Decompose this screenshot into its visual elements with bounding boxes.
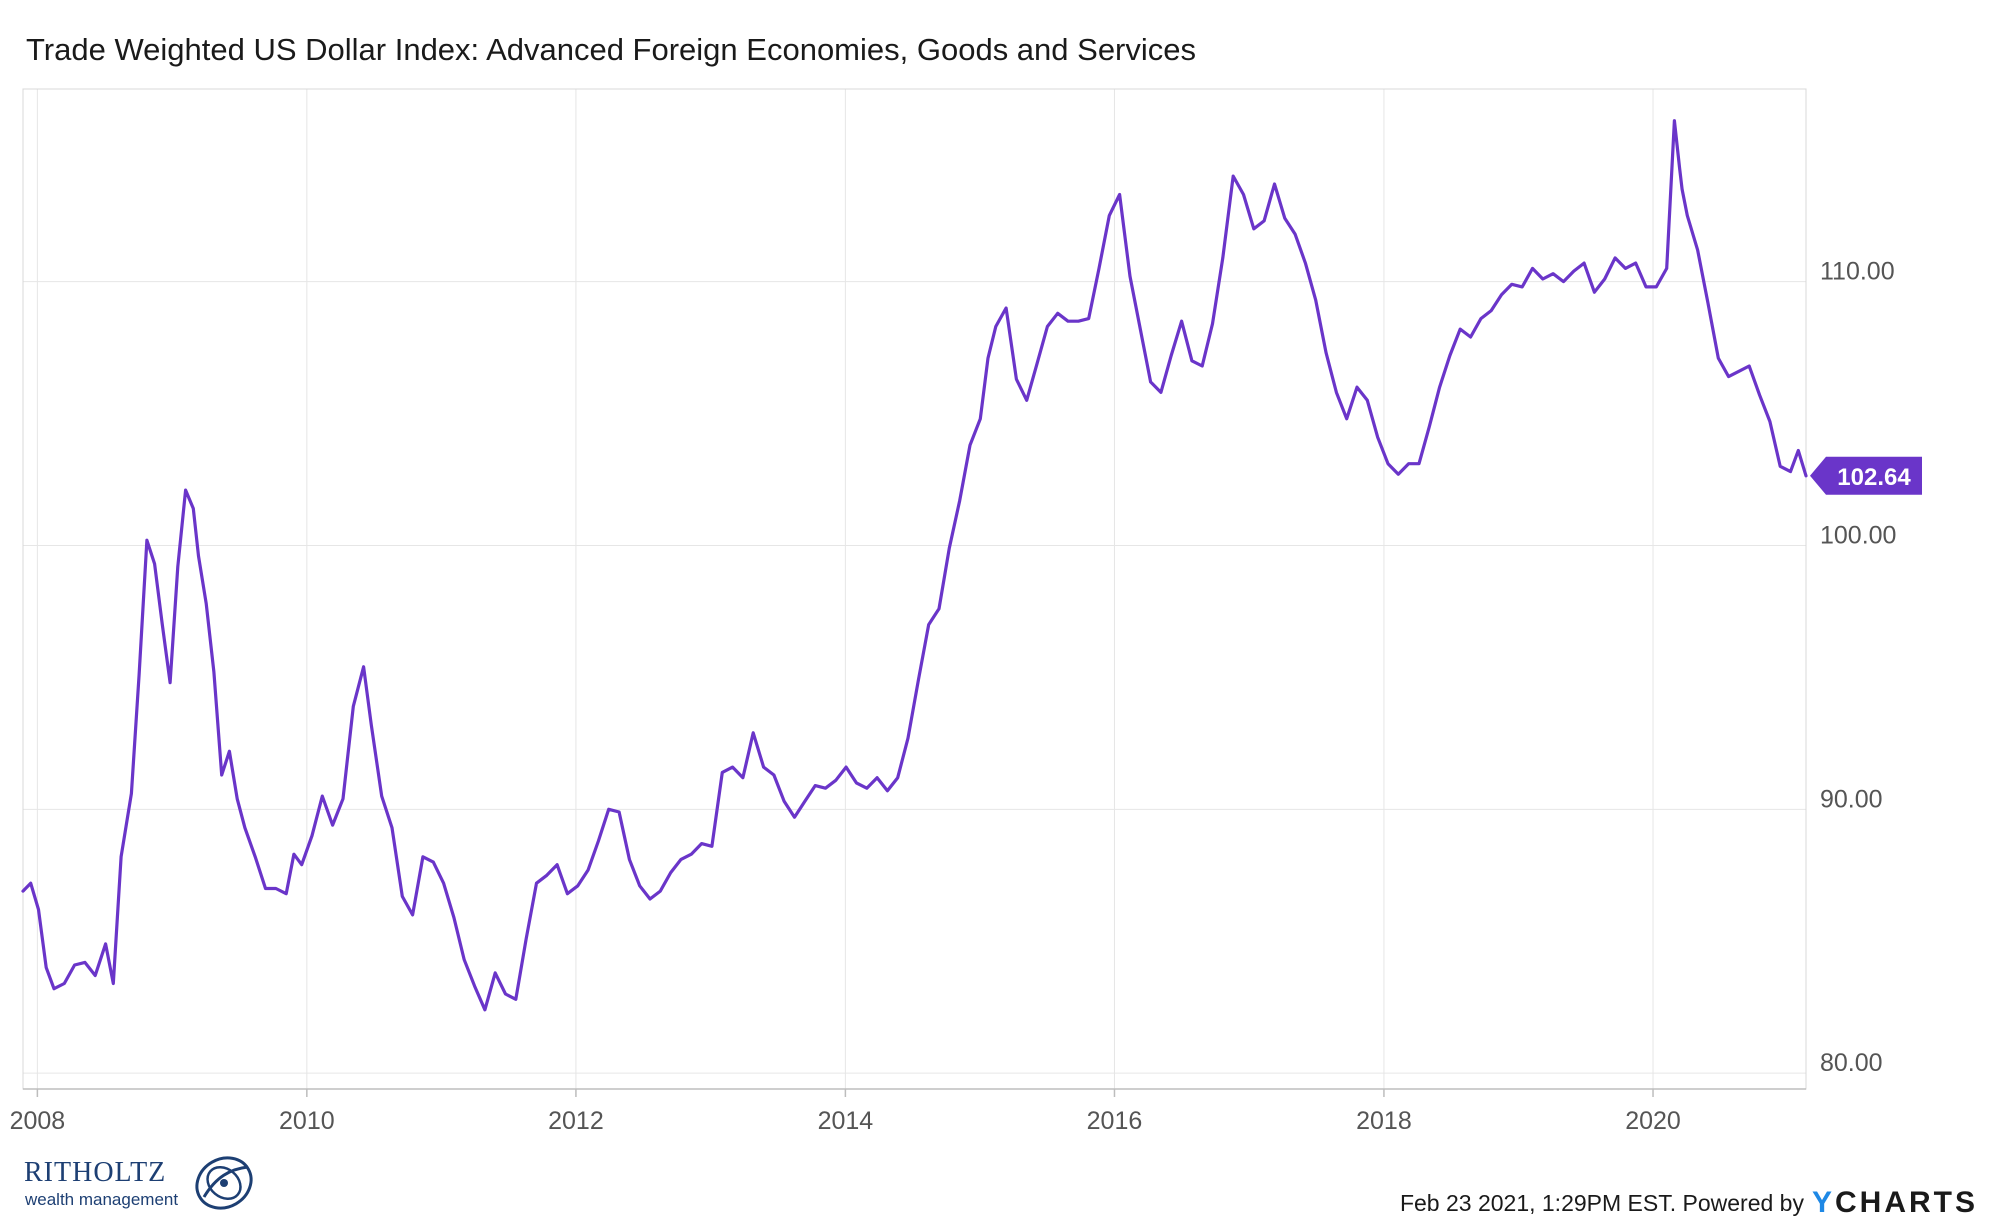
last-value-marker: 102.64 [1810, 456, 1922, 495]
x-tick-label: 2012 [548, 1107, 604, 1135]
x-tick-label: 2010 [279, 1107, 335, 1135]
x-tick-label: 2014 [818, 1107, 874, 1135]
gridlines [23, 89, 1806, 1089]
ycharts-logo-y: Y [1811, 1186, 1835, 1219]
last-value-badge [1810, 456, 1922, 495]
y-tick-label: 90.00 [1820, 785, 1883, 813]
logo-tagline: wealth management [25, 1190, 179, 1209]
plot-frame [22, 88, 1807, 1090]
series-line [21, 119, 1808, 1012]
y-tick-label: 110.00 [1820, 258, 1895, 286]
x-axis-ticks: 2008 2010 2012 2014 2016 2018 2020 [10, 1089, 1681, 1135]
logo-emblem-icon [195, 1156, 253, 1210]
x-tick-label: 2020 [1625, 1107, 1681, 1135]
y-tick-label: 100.00 [1820, 521, 1896, 549]
ycharts-logo[interactable]: YCHARTS [1812, 1186, 1978, 1220]
footer-timestamp: Feb 23 2021, 1:29PM EST. Powered by [1399, 1189, 1804, 1216]
last-value-label: 102.64 [1837, 464, 1911, 491]
chart-area: 2008 2010 2012 2014 2016 2018 2020 80.00 90.00 1… [10, 88, 1922, 1135]
footer-attribution: Feb 23 2021, 1:29PM EST. Powered by YCHA… [1400, 1186, 1978, 1220]
x-tick-label: 2016 [1087, 1107, 1143, 1135]
ycharts-logo-text: CHARTS [1835, 1186, 1978, 1219]
chart-title: Trade Weighted US Dollar Index: Advanced… [26, 32, 1197, 67]
ritholtz-logo: RITHOLTZ wealth management [24, 1153, 254, 1213]
logo-name: RITHOLTZ [24, 1157, 167, 1188]
y-tick-label: 80.00 [1820, 1049, 1883, 1077]
x-tick-label: 2008 [10, 1107, 66, 1135]
x-tick-label: 2018 [1356, 1107, 1412, 1135]
y-axis-ticks: 80.00 90.00 100.00 110.00 [1820, 258, 1896, 1078]
